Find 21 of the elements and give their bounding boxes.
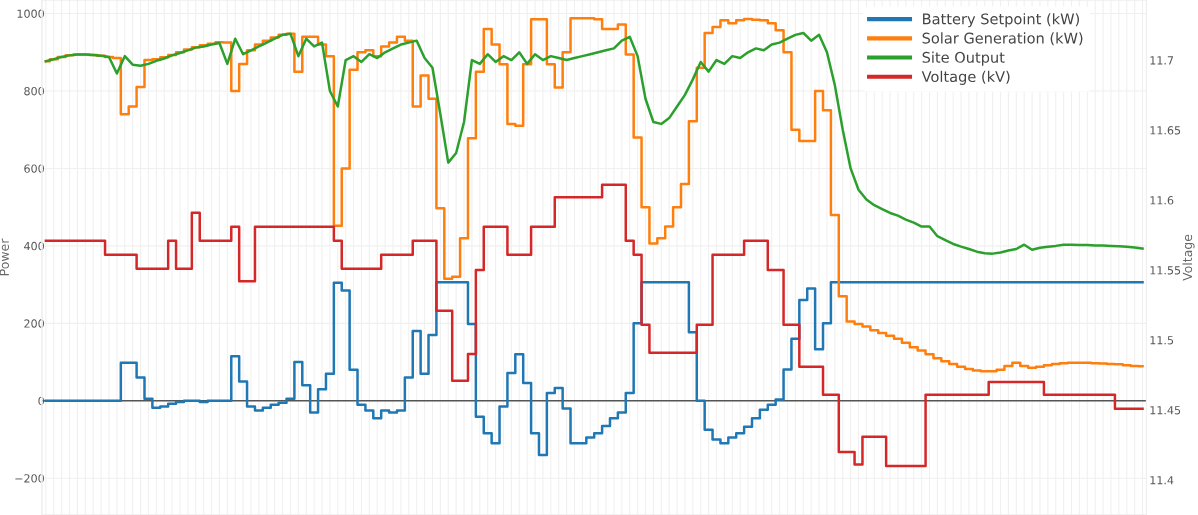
legend-label: Voltage (kV) <box>921 70 1010 85</box>
y-tick-label: 200 <box>24 319 44 328</box>
legend-label: Solar Generation (kW) <box>922 32 1083 46</box>
y-tick-label: 800 <box>24 86 44 96</box>
y-tick-label: −200 <box>15 474 44 483</box>
y-tick-label: 600 <box>24 164 44 173</box>
y2-tick-label: 11.55 <box>1150 266 1181 275</box>
legend-label: Battery Setpoint (kW) <box>923 13 1079 28</box>
y-tick-label: 1000 <box>17 9 44 18</box>
y-tick-label: 400 <box>24 241 44 251</box>
y2-axis-title: Voltage <box>1182 234 1195 281</box>
legend-label: Site Output <box>922 51 1005 66</box>
y-axis-title: Power <box>0 238 9 276</box>
line-series <box>44 31 1144 255</box>
y2-tick-label: 11.4 <box>1150 476 1174 485</box>
y2-tick-label: 11.7 <box>1150 56 1174 65</box>
y2-tick-label: 11.6 <box>1150 196 1174 205</box>
y2-tick-label: 11.45 <box>1150 406 1181 415</box>
y2-tick-label: 11.5 <box>1150 336 1174 345</box>
y2-tick-label: 11.65 <box>1150 126 1181 135</box>
y-tick-label: 0 <box>38 396 44 406</box>
